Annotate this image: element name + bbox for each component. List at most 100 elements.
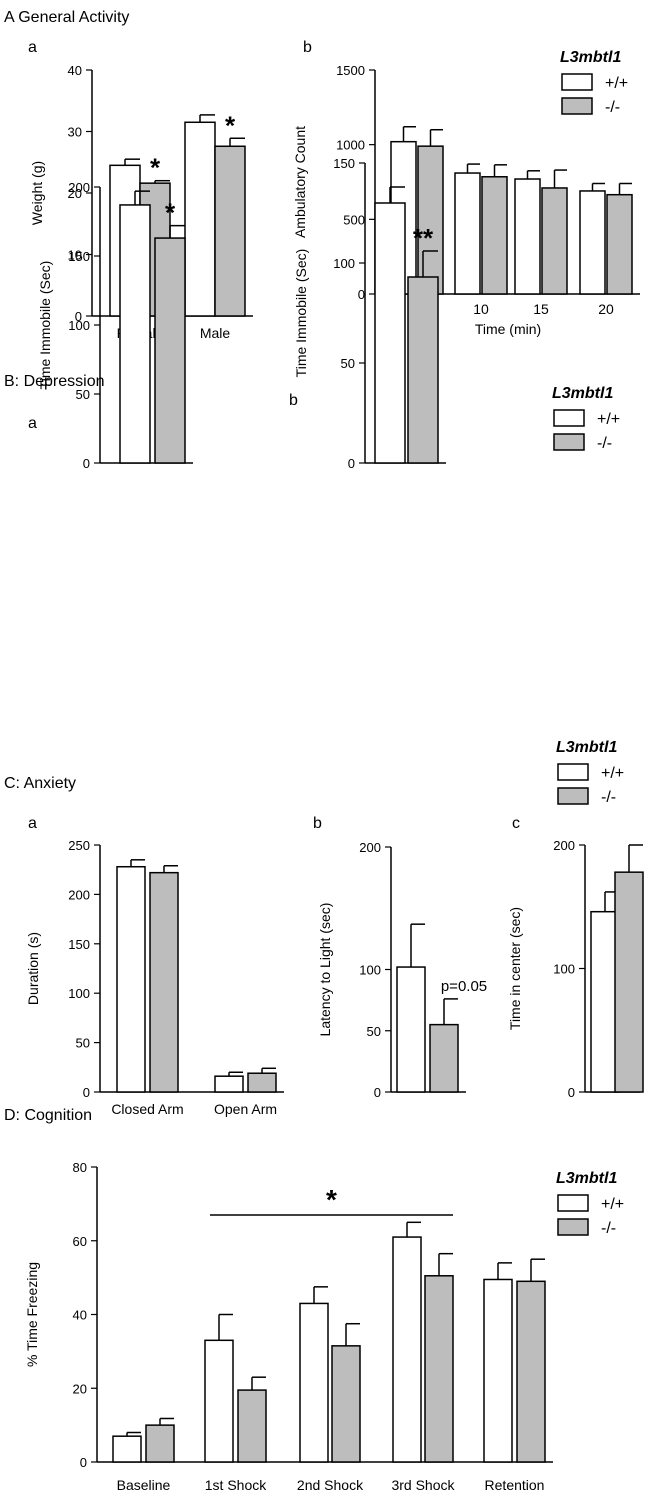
y-tick-label: 0 bbox=[83, 1085, 90, 1100]
legend-b: L3mbtl1 +/+ -/- bbox=[552, 385, 620, 452]
y-tick-label: 200 bbox=[68, 180, 90, 195]
legend-d: L3mbtl1 +/+ -/- bbox=[556, 1170, 624, 1237]
bar-wildtype bbox=[119, 204, 151, 464]
legend-label: -/- bbox=[605, 99, 620, 116]
bar-wildtype bbox=[396, 966, 426, 1093]
section-title-d: D: Cognition bbox=[4, 1107, 92, 1124]
bar-knockout bbox=[417, 145, 444, 295]
y-tick-label: 50 bbox=[76, 1036, 90, 1051]
y-tick-label: 20 bbox=[68, 186, 82, 201]
bar-knockout bbox=[407, 276, 439, 464]
legend-swatch bbox=[557, 763, 589, 781]
legend-label: -/- bbox=[601, 789, 616, 806]
y-tick-label: 1000 bbox=[336, 138, 365, 153]
y-tick-label: 0 bbox=[358, 287, 365, 302]
panel-label: b bbox=[303, 39, 312, 56]
significance-star: ** bbox=[413, 223, 434, 253]
category-label: 3rd Shock bbox=[391, 1477, 455, 1493]
y-tick-label: 30 bbox=[68, 125, 82, 140]
y-tick-label: 60 bbox=[73, 1234, 87, 1249]
y-tick-label: 50 bbox=[367, 1024, 381, 1039]
y-tick-label: 0 bbox=[75, 309, 82, 324]
section-title-a: A General Activity bbox=[4, 9, 129, 26]
bar-wildtype bbox=[579, 190, 606, 295]
panel-label: b bbox=[289, 392, 298, 409]
category-label: 20 bbox=[598, 301, 614, 317]
panel-label: a bbox=[28, 415, 37, 432]
legend-swatch bbox=[553, 409, 585, 427]
category-label: Closed Arm bbox=[111, 1101, 183, 1117]
y-tick-label: 1500 bbox=[336, 63, 365, 78]
significance-star: * bbox=[150, 153, 161, 183]
bar-knockout bbox=[429, 1023, 459, 1093]
chart-ca: a 0 50 100 150 200 250 Duration (s) Closed Arm Op… bbox=[25, 815, 284, 1117]
panel-label: a bbox=[28, 815, 37, 832]
y-tick-label: 250 bbox=[68, 838, 90, 853]
y-tick-label: 50 bbox=[341, 356, 355, 371]
bar-knockout bbox=[145, 1424, 175, 1463]
section-title-b: B: Depression bbox=[4, 373, 105, 390]
bar-knockout bbox=[614, 871, 644, 1093]
legend-label: +/+ bbox=[605, 75, 628, 92]
legend-swatch bbox=[557, 1194, 589, 1212]
y-tick-label: 20 bbox=[73, 1381, 87, 1396]
y-axis-label: Duration (s) bbox=[25, 932, 41, 1005]
bar-knockout bbox=[541, 187, 568, 295]
significance-star: * bbox=[165, 198, 176, 228]
category-label: Male bbox=[200, 325, 231, 341]
bar-wildtype bbox=[184, 121, 216, 317]
bar-wildtype bbox=[299, 1302, 329, 1463]
y-tick-label: 0 bbox=[374, 1085, 381, 1100]
y-tick-label: 10 bbox=[68, 248, 82, 263]
legend-label: -/- bbox=[601, 1220, 616, 1237]
y-tick-label: 0 bbox=[348, 456, 355, 471]
chart-cc: c 0 100 200 Time in center (sec) bbox=[507, 815, 644, 1100]
legend-title: L3mbtl1 bbox=[560, 49, 621, 66]
bar-wildtype bbox=[483, 1278, 513, 1463]
bar-knockout bbox=[606, 193, 633, 295]
bar-knockout bbox=[481, 176, 508, 295]
bar-wildtype bbox=[392, 1236, 422, 1463]
category-label: 2nd Shock bbox=[297, 1477, 364, 1493]
y-tick-label: 0 bbox=[568, 1085, 575, 1100]
y-tick-label: 100 bbox=[359, 963, 381, 978]
bar-wildtype bbox=[112, 1435, 142, 1463]
legends: L3mbtl1+/+-/-L3mbtl1+/+-/-L3mbtl1+/+-/-L… bbox=[552, 49, 628, 1237]
legend-swatch bbox=[553, 433, 585, 451]
bar-wildtype bbox=[116, 865, 146, 1093]
legend-label: -/- bbox=[597, 435, 612, 452]
bar-knockout bbox=[331, 1345, 361, 1463]
y-tick-label: 0 bbox=[80, 1455, 87, 1470]
bar-wildtype bbox=[454, 172, 481, 295]
category-label: Open Arm bbox=[214, 1101, 277, 1117]
legend-label: +/+ bbox=[601, 765, 624, 782]
x-axis-label: Time (min) bbox=[475, 321, 541, 337]
chart-bb: b 0 50 100 150 Time Immobile (Sec) ** bbox=[289, 156, 446, 471]
category-label: 10 bbox=[473, 301, 489, 317]
bar-wildtype bbox=[204, 1339, 234, 1463]
y-tick-label: 50 bbox=[76, 387, 90, 402]
y-tick-label: 500 bbox=[343, 212, 365, 227]
p-value-label: p=0.05 bbox=[441, 978, 487, 995]
y-tick-label: 200 bbox=[553, 838, 575, 853]
y-tick-label: 100 bbox=[68, 318, 90, 333]
section-title-c: C: Anxiety bbox=[4, 775, 76, 792]
panel-label: c bbox=[512, 815, 520, 832]
legend-label: +/+ bbox=[597, 411, 620, 428]
category-label: 15 bbox=[533, 301, 549, 317]
legend-label: +/+ bbox=[601, 1196, 624, 1213]
legend-title: L3mbtl1 bbox=[556, 1170, 617, 1187]
bar-knockout bbox=[516, 1280, 546, 1463]
category-label: 1st Shock bbox=[205, 1477, 267, 1493]
bar-knockout bbox=[237, 1389, 267, 1463]
significance-star: * bbox=[225, 110, 236, 140]
y-tick-label: 150 bbox=[333, 156, 355, 171]
y-axis-label: Ambulatory Count bbox=[292, 126, 308, 238]
category-label: Retention bbox=[485, 1477, 545, 1493]
y-tick-label: 150 bbox=[68, 937, 90, 952]
y-tick-label: 100 bbox=[333, 256, 355, 271]
legend-swatch bbox=[561, 97, 593, 115]
legend-title: L3mbtl1 bbox=[552, 385, 613, 402]
